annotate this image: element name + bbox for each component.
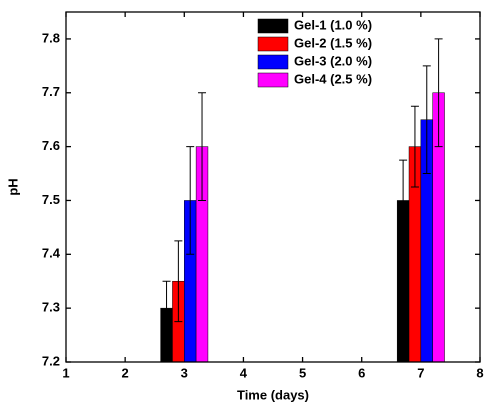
legend-swatch [257,54,289,70]
x-tick-label: 1 [62,365,69,380]
y-tick-label: 7.6 [42,138,60,153]
y-tick-label: 7.4 [42,246,61,261]
x-tick-label: 5 [299,365,306,380]
y-tick-label: 7.7 [42,84,60,99]
legend-swatch [257,36,289,52]
plot-frame [65,11,481,363]
y-tick-label: 7.8 [42,30,60,45]
error-bar [162,280,171,336]
legend-label: Gel-4 (2.5 %) [294,71,372,86]
legend-swatch [257,72,289,88]
x-axis-label: Time (days) [237,387,309,402]
x-tick-label: 7 [417,365,424,380]
legend-label: Gel-1 (1.0 %) [294,17,372,32]
y-tick-label: 7.5 [42,192,60,207]
legend-label: Gel-3 (2.0 %) [294,53,372,68]
x-tick-label: 6 [358,365,365,380]
x-tick-label: 3 [181,365,188,380]
error-bar [434,38,443,148]
error-bar [410,105,419,188]
y-axis-label: pH [5,178,20,195]
x-tick-label: 2 [122,365,129,380]
legend-swatch [257,18,289,34]
y-tick-label: 7.2 [42,353,60,368]
y-tick-label: 7.3 [42,300,60,315]
error-bar [198,92,207,201]
error-bar [399,159,408,242]
error-bar [186,146,195,255]
error-bar [174,240,183,323]
x-tick-label: 4 [240,365,248,380]
legend-label: Gel-2 (1.5 %) [294,35,372,50]
x-tick-label: 8 [476,365,483,380]
error-bar [422,65,431,175]
